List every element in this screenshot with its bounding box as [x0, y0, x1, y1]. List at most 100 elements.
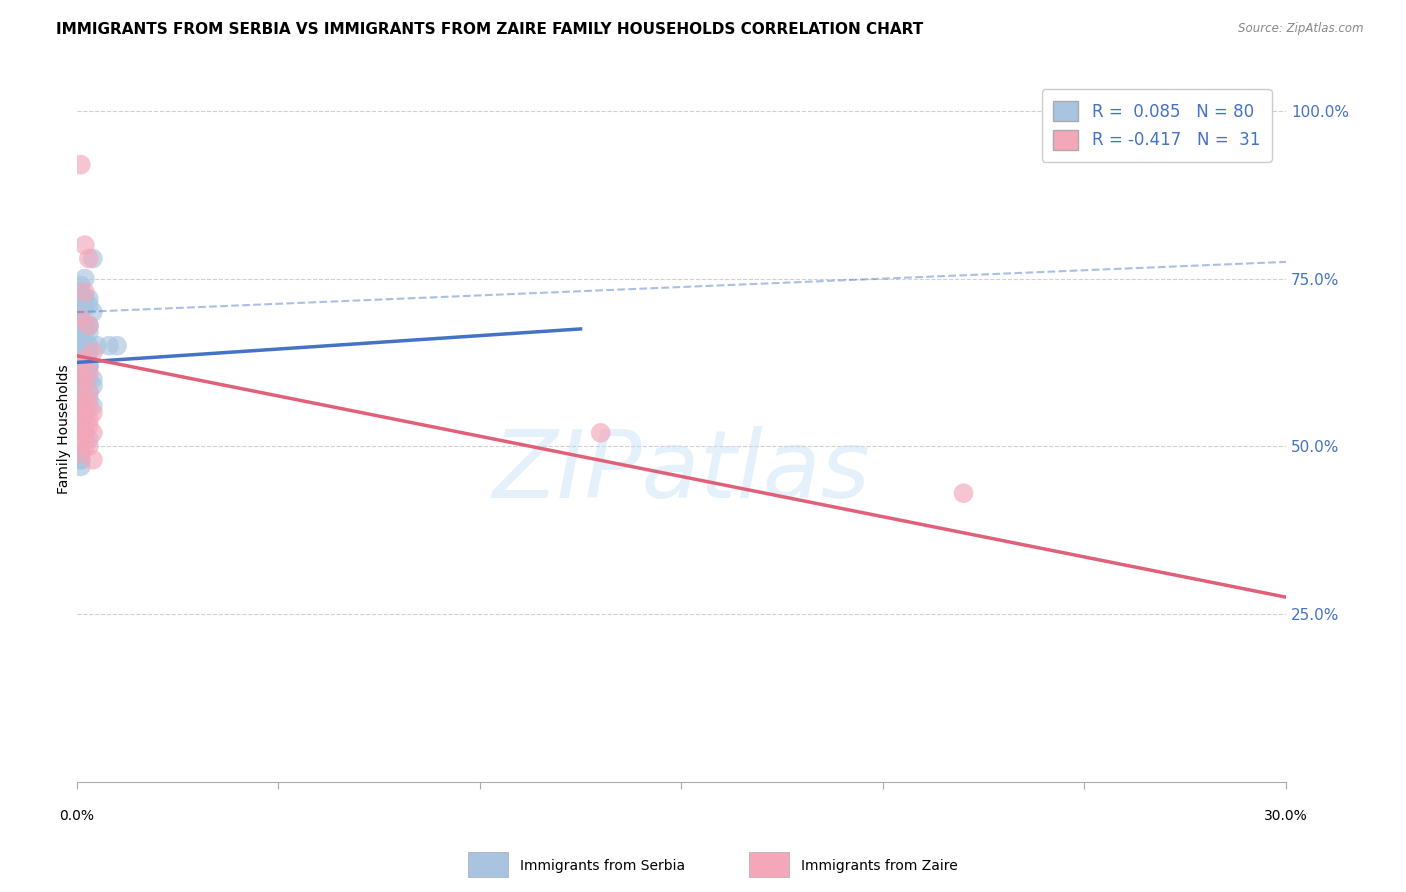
Point [73, 339, 96, 353]
Point [77, 385, 100, 400]
Text: 30.0%: 30.0% [1264, 809, 1308, 823]
Point [69, 372, 91, 386]
Point [73, 372, 96, 386]
Point [69, 285, 91, 299]
Point [77, 399, 100, 413]
Point [82, 252, 104, 266]
Point [69, 433, 91, 447]
Point [82, 372, 104, 386]
Point [69, 318, 91, 333]
Point [69, 452, 91, 467]
Point [69, 366, 91, 380]
Point [73, 425, 96, 440]
Point [82, 425, 104, 440]
Point [69, 352, 91, 367]
Point [69, 359, 91, 373]
Point [69, 406, 91, 420]
Point [73, 352, 96, 367]
Point [69, 311, 91, 326]
Point [69, 352, 91, 367]
Point [77, 366, 100, 380]
Text: Source: ZipAtlas.com: Source: ZipAtlas.com [1239, 22, 1364, 36]
Point [77, 359, 100, 373]
Point [69, 419, 91, 434]
Point [69, 311, 91, 326]
Point [69, 352, 91, 367]
Point [69, 326, 91, 340]
Point [69, 385, 91, 400]
Point [69, 412, 91, 426]
Point [73, 359, 96, 373]
Point [77, 326, 100, 340]
Point [69, 446, 91, 460]
Point [82, 345, 104, 359]
Point [69, 352, 91, 367]
Point [69, 372, 91, 386]
Point [73, 326, 96, 340]
Point [73, 439, 96, 453]
Point [77, 252, 100, 266]
Point [69, 158, 91, 172]
Y-axis label: Family Households: Family Households [58, 365, 72, 494]
Point [82, 399, 104, 413]
Point [73, 352, 96, 367]
Point [73, 406, 96, 420]
Point [77, 298, 100, 312]
Point [69, 305, 91, 319]
Point [77, 318, 100, 333]
Point [69, 305, 91, 319]
Point [69, 372, 91, 386]
Point [82, 406, 104, 420]
Point [69, 399, 91, 413]
Point [77, 433, 100, 447]
Point [69, 446, 91, 460]
Point [69, 345, 91, 359]
Point [73, 372, 96, 386]
Point [73, 425, 96, 440]
Point [77, 392, 100, 407]
Point [98, 339, 121, 353]
Text: IMMIGRANTS FROM SERBIA VS IMMIGRANTS FROM ZAIRE FAMILY HOUSEHOLDS CORRELATION CH: IMMIGRANTS FROM SERBIA VS IMMIGRANTS FRO… [56, 22, 924, 37]
Point [105, 339, 128, 353]
Point [69, 379, 91, 393]
Point [73, 238, 96, 252]
Point [77, 318, 100, 333]
Point [73, 352, 96, 367]
Point [73, 392, 96, 407]
Text: Immigrants from Zaire: Immigrants from Zaire [801, 859, 957, 873]
Point [69, 379, 91, 393]
Point [69, 339, 91, 353]
Point [69, 399, 91, 413]
Point [69, 359, 91, 373]
Point [73, 425, 96, 440]
Point [69, 459, 91, 474]
Point [82, 379, 104, 393]
Point [77, 359, 100, 373]
Point [77, 385, 100, 400]
Point [69, 452, 91, 467]
Point [73, 372, 96, 386]
Point [952, 486, 974, 500]
Point [69, 366, 91, 380]
Point [69, 311, 91, 326]
Point [73, 412, 96, 426]
Point [69, 326, 91, 340]
Point [73, 292, 96, 306]
Point [82, 305, 104, 319]
Point [73, 292, 96, 306]
Point [77, 345, 100, 359]
Text: Immigrants from Serbia: Immigrants from Serbia [520, 859, 685, 873]
Point [69, 379, 91, 393]
Point [73, 318, 96, 333]
Point [73, 298, 96, 312]
Point [77, 412, 100, 426]
Point [73, 285, 96, 299]
Point [77, 419, 100, 434]
Point [77, 372, 100, 386]
Text: ZIPatlas: ZIPatlas [492, 426, 870, 517]
Point [73, 372, 96, 386]
Point [82, 452, 104, 467]
Point [77, 359, 100, 373]
Point [77, 339, 100, 353]
Point [73, 271, 96, 285]
